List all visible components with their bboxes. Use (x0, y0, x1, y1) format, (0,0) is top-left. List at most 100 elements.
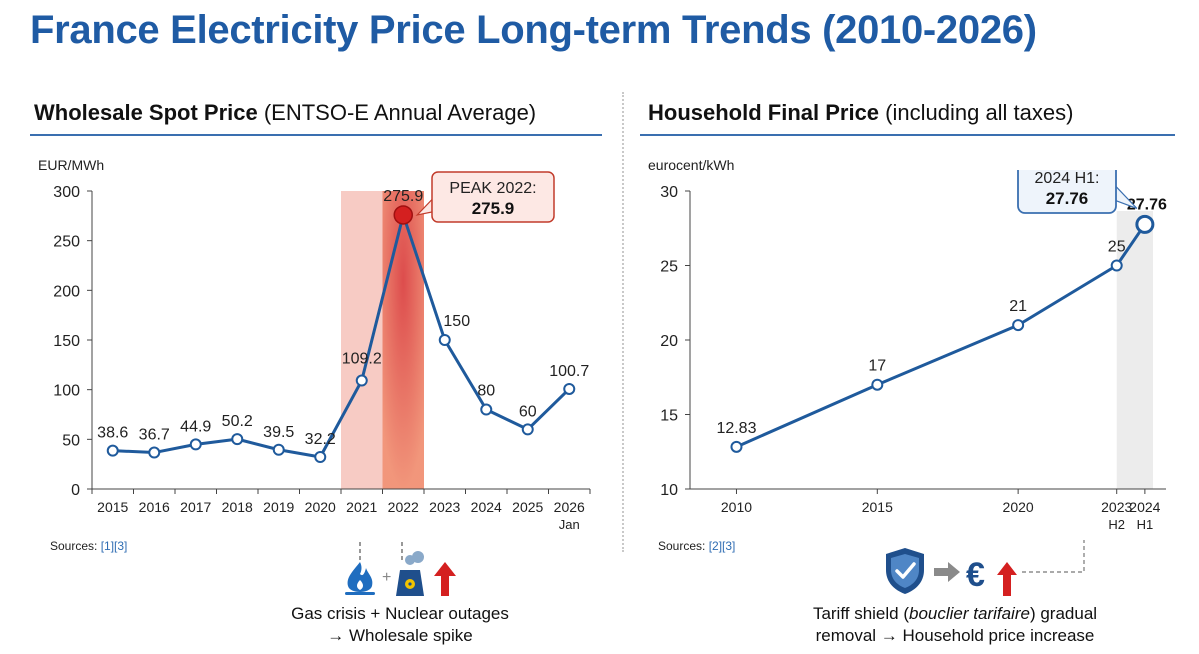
shield-check-icon (886, 548, 924, 594)
y-tick-label: 25 (660, 259, 678, 276)
data-label: 32.2 (305, 431, 336, 448)
data-label: 38.6 (97, 425, 128, 442)
x-tick-label: 2024 (1129, 499, 1160, 515)
x-tick-label: 2022 (388, 499, 419, 515)
household-icon-row: € (886, 540, 1085, 596)
household-panel-title: Household Final Price (including all tax… (648, 100, 1073, 126)
x-tick-label: 2019 (263, 499, 294, 515)
y-tick-label: 0 (71, 482, 80, 499)
y-tick-label: 250 (53, 234, 80, 251)
household-title-rule (640, 134, 1175, 136)
data-point (1110, 259, 1123, 272)
page-title: France Electricity Price Long-term Trend… (30, 8, 1037, 52)
data-label: 275.9 (383, 188, 423, 205)
data-point (730, 440, 743, 453)
x-tick-label: 2023 (429, 499, 460, 515)
source-link-3b[interactable]: [3] (722, 539, 736, 553)
wholesale-chart: 0 50 100 150 200 250 300 2015 2016 2017 2018 2019 20… (53, 171, 591, 532)
flame-icon (345, 562, 375, 595)
x-tick-label: 2021 (346, 499, 377, 515)
data-label: 27.76 (1127, 196, 1167, 213)
data-label: 60 (519, 403, 537, 420)
data-label: 39.5 (263, 424, 294, 441)
right-arrow-icon (934, 562, 960, 582)
data-label: 150 (443, 313, 470, 330)
up-arrow-icon (434, 562, 456, 596)
x-tick-label: 2017 (180, 499, 211, 515)
wholesale-icon-row: + (345, 542, 456, 596)
data-point (480, 403, 493, 416)
euro-icon: € (966, 556, 985, 594)
peak-callout (431, 171, 555, 223)
data-point (148, 446, 161, 459)
data-point (355, 374, 368, 387)
wholesale-panel-title: Wholesale Spot Price (ENTSO-E Annual Ave… (34, 100, 536, 126)
household-title-rest: (including all taxes) (879, 100, 1074, 125)
wholesale-title-rest: (ENTSO-E Annual Average) (257, 100, 537, 125)
x-tick-sublabel: H2 (1108, 517, 1125, 532)
wholesale-caption: Gas crisis + Nuclear outages → Wholesale… (291, 604, 509, 645)
up-arrow-icon-right (997, 562, 1017, 596)
series-line (112, 213, 571, 459)
x-tick-label: 2015 (97, 499, 128, 515)
household-caption: Tariff shield (bouclier tarifaire) gradu… (812, 604, 1098, 645)
y-tick-label: 200 (53, 283, 80, 300)
data-point (231, 433, 244, 446)
household-sources: Sources: [2][3] (658, 539, 736, 553)
peak-callout-title: PEAK 2022: (449, 180, 536, 197)
data-label: 50.2 (222, 413, 253, 430)
peak-callout-value: 275.9 (472, 199, 515, 218)
wholesale-unit-label: EUR/MWh (38, 157, 105, 173)
y-tick-label: 10 (660, 482, 678, 499)
series-line (735, 223, 1147, 449)
data-label: 100.7 (549, 363, 589, 380)
data-point (106, 444, 119, 457)
data-point (272, 443, 285, 456)
data-label: 109.2 (342, 351, 382, 368)
source-link-2[interactable]: [2] (708, 539, 723, 553)
data-point (871, 378, 884, 391)
x-tick-label: 2024 (471, 499, 502, 515)
y-tick-label: 50 (62, 432, 80, 449)
household-title-bold: Household Final Price (648, 100, 880, 125)
crisis-band-2022 (382, 191, 424, 489)
crisis-band-2021 (341, 191, 383, 489)
x-tick-label: 2016 (139, 499, 170, 515)
data-point (563, 382, 576, 395)
wholesale-title-bold: Wholesale Spot Price (34, 100, 258, 125)
h1-callout-title: 2024 H1: (1035, 170, 1100, 187)
x-tick-label: 2023 (1101, 499, 1132, 515)
data-point (314, 451, 327, 464)
source-link-1[interactable]: [1] (100, 539, 115, 553)
x-tick-label: 2025 (512, 499, 543, 515)
x-tick-label: 2026 (554, 499, 585, 515)
peak-point (393, 205, 413, 225)
x-tick-label: 2020 (305, 499, 336, 515)
y-tick-label: 15 (660, 408, 678, 425)
data-point (189, 438, 202, 451)
source-link-3[interactable]: [3] (114, 539, 128, 553)
data-point (438, 334, 451, 346)
y-tick-label: 100 (53, 383, 80, 400)
data-label: 80 (477, 383, 495, 400)
x-tick-sublabel: Jan (559, 517, 580, 532)
data-label: 21 (1009, 298, 1027, 315)
data-label: 12.83 (716, 420, 756, 437)
data-label: 44.9 (180, 418, 211, 435)
data-point (1012, 319, 1025, 332)
y-tick-label: 20 (660, 333, 678, 350)
y-tick-label: 30 (660, 184, 678, 201)
x-tick-label: 2020 (1003, 499, 1034, 515)
h1-callout (1017, 170, 1117, 214)
x-tick-label: 2010 (721, 499, 752, 515)
wholesale-sources: Sources: [1][3] (50, 539, 128, 553)
data-label: 17 (868, 358, 886, 375)
h1-callout-value: 27.76 (1046, 189, 1089, 208)
panel-divider (622, 92, 624, 552)
connector-2023h2 (1022, 540, 1085, 573)
nuclear-plant-icon (396, 551, 424, 596)
plus-icon: + (382, 569, 391, 586)
x-tick-sublabel: H1 (1137, 517, 1154, 532)
household-unit-label: eurocent/kWh (648, 157, 735, 173)
highlight-point (1135, 214, 1155, 234)
